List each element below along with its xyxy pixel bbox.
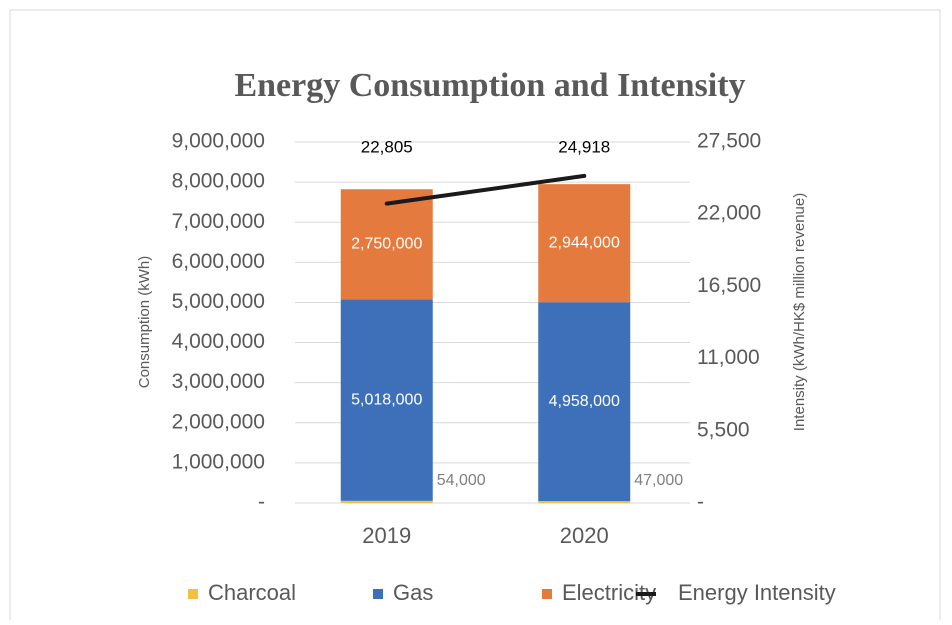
y-tick-label: 9,000,000 [172, 130, 265, 153]
legend-marker [188, 589, 198, 599]
bar [538, 501, 631, 503]
y2-tick-label: 16,500 [697, 274, 761, 297]
y-tick-label: - [258, 491, 265, 514]
x-tick-label: 2019 [362, 523, 411, 548]
legend-marker [542, 589, 552, 599]
y-tick-label: 6,000,000 [172, 250, 265, 273]
data-label: 2,750,000 [351, 236, 422, 253]
line [384, 173, 587, 206]
y-tick-label: 1,000,000 [172, 450, 265, 473]
y2-tick-label: 27,500 [697, 130, 761, 153]
data-label: 47,000 [634, 472, 683, 489]
legend-marker [373, 589, 383, 599]
y2-tick-label: 11,000 [697, 346, 760, 369]
y2-axis-title: Intensity (kWh/HK$ million revenue) [791, 193, 808, 431]
data-label: 22,805 [361, 137, 413, 156]
bar [340, 299, 433, 501]
y2-tick-label: - [697, 491, 704, 514]
data-label: 4,958,000 [549, 393, 620, 410]
y-tick-label: 5,000,000 [172, 290, 265, 313]
y-tick-label: 8,000,000 [172, 170, 265, 193]
legend-label: Gas [393, 580, 433, 605]
y-tick-label: 2,000,000 [172, 410, 265, 433]
y-tick-label: 4,000,000 [172, 330, 265, 353]
y-tick-label: 3,000,000 [172, 370, 265, 393]
data-label: 24,918 [558, 137, 610, 156]
data-label: 5,018,000 [351, 391, 422, 408]
legend-label: Energy Intensity [678, 580, 836, 605]
data-label: 54,000 [437, 472, 486, 489]
bar [340, 500, 433, 503]
x-tick-label: 2020 [560, 523, 609, 548]
bar [538, 184, 631, 303]
chart-border [9, 9, 941, 625]
bar [538, 302, 631, 502]
bar [340, 189, 433, 300]
y2-tick-label: 5,500 [697, 418, 750, 441]
legend-label: Charcoal [208, 580, 296, 605]
y-axis-title: Consumption (kWh) [136, 256, 153, 389]
y2-tick-label: 22,000 [697, 202, 761, 225]
chart-title: Energy Consumption and Intensity [234, 67, 745, 104]
data-label: 2,944,000 [549, 234, 620, 251]
y-tick-label: 7,000,000 [172, 210, 265, 233]
